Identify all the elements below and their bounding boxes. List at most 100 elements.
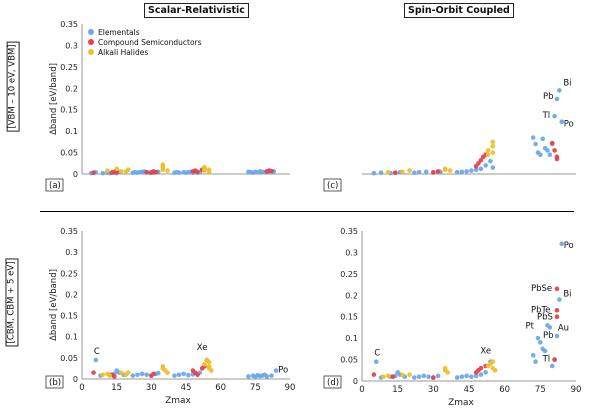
data-point-alkali-halides bbox=[100, 372, 106, 378]
x-tick-label: 60 bbox=[499, 385, 510, 395]
x-tick-label: 75 bbox=[250, 383, 261, 393]
y-tick-label: 0.3 bbox=[65, 41, 78, 50]
data-point-compound-semiconductors bbox=[552, 357, 557, 362]
x-tick-label: 45 bbox=[464, 385, 475, 395]
data-point-elementals bbox=[547, 152, 553, 158]
data-point-elementals bbox=[557, 297, 562, 302]
data-point-alkali-halides bbox=[118, 370, 124, 376]
data-point-elementals bbox=[426, 374, 431, 380]
y-tick-label: 0.05 bbox=[340, 356, 358, 365]
data-point-elementals bbox=[554, 96, 560, 102]
y-tick-label: 0.15 bbox=[60, 312, 78, 321]
data-point-compound-semiconductors bbox=[431, 375, 436, 380]
annotation-label: Au bbox=[558, 323, 569, 333]
data-point-alkali-halides bbox=[490, 150, 496, 155]
data-point-elementals bbox=[181, 371, 186, 377]
data-point-alkali-halides bbox=[165, 370, 170, 375]
y-tick-label: 0.35 bbox=[60, 20, 78, 29]
data-point-elementals bbox=[557, 88, 562, 93]
data-point-elementals bbox=[412, 170, 417, 176]
x-axis-label: Zmax bbox=[448, 398, 474, 408]
data-point-elementals bbox=[547, 325, 553, 330]
data-point-alkali-halides bbox=[445, 370, 450, 375]
x-tick-label: 0 bbox=[79, 383, 84, 393]
annotation-label: Po bbox=[564, 120, 574, 130]
annotation-label: PbS bbox=[537, 313, 553, 323]
y-tick-label: 0.35 bbox=[340, 227, 358, 236]
data-point-elementals bbox=[373, 359, 379, 365]
data-point-alkali-halides bbox=[442, 166, 448, 172]
data-point-alkali-halides bbox=[202, 361, 207, 367]
x-tick-label: 30 bbox=[428, 385, 439, 395]
data-point-alkali-halides bbox=[209, 368, 214, 373]
panel-label: (c) bbox=[327, 181, 338, 191]
data-point-elementals bbox=[473, 373, 479, 379]
panel-label-box bbox=[323, 178, 342, 192]
x-tick-label: 15 bbox=[392, 385, 403, 395]
x-tick-label: 0 bbox=[359, 385, 364, 395]
data-point-compound-semiconductors bbox=[91, 170, 96, 176]
data-point-elementals bbox=[144, 372, 150, 378]
data-point-elementals bbox=[412, 375, 417, 380]
data-point-compound-semiconductors bbox=[554, 314, 560, 320]
data-point-elementals bbox=[464, 169, 469, 174]
y-tick-label: 0 bbox=[353, 377, 358, 386]
data-point-elementals bbox=[155, 370, 161, 376]
data-point-elementals bbox=[530, 135, 536, 140]
data-point-alkali-halides bbox=[385, 169, 391, 175]
legend-marker bbox=[88, 29, 94, 35]
y-tick-label: 0.35 bbox=[60, 227, 78, 236]
data-point-compound-semiconductors bbox=[144, 169, 150, 175]
data-point-alkali-halides bbox=[447, 168, 453, 173]
data-point-alkali-halides bbox=[125, 370, 131, 375]
data-point-alkali-halides bbox=[400, 169, 405, 175]
y-tick-label: 0.05 bbox=[60, 354, 78, 363]
data-point-compound-semiconductors bbox=[478, 157, 484, 163]
x-tick-label: 90 bbox=[571, 385, 582, 395]
data-point-compound-semiconductors bbox=[114, 169, 119, 175]
data-point-compound-semiconductors bbox=[549, 140, 555, 146]
panel-label-box bbox=[45, 178, 64, 192]
data-point-elementals bbox=[473, 167, 479, 173]
panel-label: (b) bbox=[49, 378, 61, 388]
data-point-compound-semiconductors bbox=[112, 374, 117, 379]
data-point-elementals bbox=[371, 170, 377, 176]
data-point-elementals bbox=[538, 340, 543, 345]
y-axis-label: Δband [eV/band] bbox=[49, 269, 59, 341]
annotation-label: Po bbox=[564, 241, 574, 251]
y-tick-label: 0.2 bbox=[65, 290, 78, 299]
data-point-alkali-halides bbox=[206, 359, 212, 365]
legend-entry: Compound Semiconductors bbox=[98, 38, 202, 47]
data-point-alkali-halides bbox=[160, 167, 166, 173]
data-point-elementals bbox=[264, 374, 270, 379]
data-point-elementals bbox=[93, 357, 99, 363]
data-point-elementals bbox=[139, 371, 145, 377]
y-tick-label: 0.25 bbox=[60, 63, 78, 72]
data-point-alkali-halides bbox=[114, 166, 119, 172]
data-point-elementals bbox=[533, 359, 538, 365]
data-point-elementals bbox=[130, 373, 136, 378]
data-point-compound-semiconductors bbox=[392, 170, 398, 176]
panel-label: (d) bbox=[327, 378, 339, 388]
data-point-alkali-halides bbox=[118, 169, 124, 174]
data-point-alkali-halides bbox=[490, 359, 496, 365]
data-point-compound-semiconductors bbox=[151, 371, 156, 377]
data-point-alkali-halides bbox=[485, 148, 491, 153]
data-point-elementals bbox=[459, 169, 465, 175]
data-point-elementals bbox=[488, 158, 493, 164]
data-point-elementals bbox=[435, 373, 441, 379]
data-point-elementals bbox=[273, 368, 279, 373]
y-tick-label: 0.3 bbox=[65, 248, 78, 257]
annotation-label: Pt bbox=[525, 321, 534, 331]
data-point-elementals bbox=[535, 335, 541, 341]
data-point-elementals bbox=[469, 168, 474, 173]
data-point-compound-semiconductors bbox=[195, 372, 200, 378]
data-point-alkali-halides bbox=[107, 373, 113, 378]
x-axis-label: Zmax bbox=[165, 396, 191, 406]
data-point-compound-semiconductors bbox=[554, 156, 560, 162]
data-point-elementals bbox=[454, 375, 460, 380]
data-point-compound-semiconductors bbox=[435, 169, 441, 174]
data-point-elementals bbox=[478, 372, 484, 377]
annotation-label: PbTe bbox=[531, 305, 551, 315]
